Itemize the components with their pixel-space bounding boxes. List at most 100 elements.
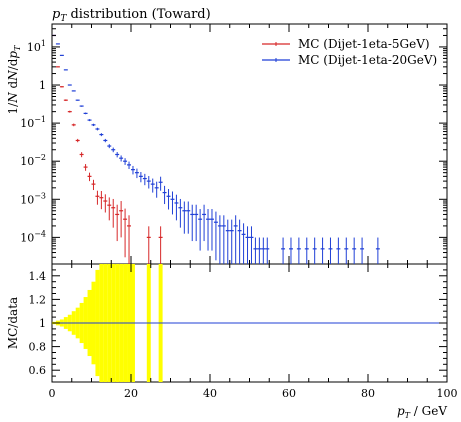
- data-point: [83, 112, 88, 115]
- data-point: [194, 204, 199, 242]
- y-axis-label-main: 1/N dN/dpT: [6, 45, 22, 115]
- data-point: [71, 123, 76, 127]
- data-point: [63, 99, 68, 102]
- data-point: [249, 226, 254, 264]
- data-point: [95, 127, 100, 131]
- y-tick-label: 1: [39, 79, 46, 92]
- data-point: [289, 237, 293, 264]
- data-point: [115, 204, 120, 242]
- data-point: [375, 237, 380, 264]
- x-tick-label: 40: [203, 387, 217, 400]
- data-point: [55, 66, 60, 68]
- data-point: [103, 194, 108, 213]
- data-point: [123, 158, 128, 165]
- data-point: [225, 219, 230, 264]
- legend-label: MC (Dijet-1eta-20GeV): [298, 53, 437, 67]
- data-point: [182, 201, 187, 234]
- data-point: [265, 237, 270, 264]
- data-point: [138, 172, 143, 183]
- y-tick-label: 10−4: [20, 229, 46, 244]
- data-point: [281, 237, 286, 264]
- x-axis-label: pT / GeV: [397, 404, 447, 420]
- data-point: [202, 204, 207, 242]
- data-point: [245, 226, 250, 264]
- data-point: [146, 226, 151, 264]
- data-point: [111, 198, 116, 228]
- data-point: [87, 119, 92, 122]
- data-point: [107, 144, 112, 149]
- data-point: [103, 138, 108, 143]
- ticks-group: [51, 23, 448, 382]
- data-point: [91, 179, 96, 191]
- data-point: [206, 209, 210, 251]
- data-point: [237, 219, 242, 264]
- data-point: [328, 237, 333, 264]
- legend-item: MC (Dijet-1eta-5GeV): [262, 37, 430, 51]
- data-point: [178, 198, 183, 228]
- data-point: [320, 237, 325, 264]
- data-point: [119, 201, 124, 238]
- data-point: [99, 191, 104, 210]
- x-tick-label: 60: [282, 387, 296, 400]
- data-point: [146, 176, 151, 189]
- data-point: [217, 215, 222, 264]
- y-tick-label: 10−3: [20, 191, 46, 206]
- data-point: [296, 237, 301, 264]
- data-point: [75, 99, 80, 101]
- ratio-tick-label: 0.8: [29, 341, 47, 354]
- data-point: [352, 237, 357, 264]
- ratio-tick-label: 0.6: [29, 364, 47, 377]
- data-point: [210, 209, 214, 251]
- data-point: [154, 181, 159, 198]
- data-point: [71, 90, 76, 92]
- y-tick-label: 101: [27, 39, 46, 54]
- data-point: [261, 237, 266, 264]
- x-tick-label: 80: [361, 387, 375, 400]
- data-point: [134, 168, 139, 179]
- data-point: [221, 215, 226, 264]
- data-point: [304, 237, 309, 264]
- data-point: [190, 204, 195, 242]
- data-point: [241, 223, 246, 264]
- data-point: [67, 110, 72, 113]
- data-point: [107, 197, 112, 221]
- legend-label: MC (Dijet-1eta-5GeV): [298, 37, 430, 51]
- data-point: [213, 211, 218, 261]
- data-point: [142, 173, 147, 186]
- data-point: [170, 191, 175, 215]
- tick-labels-group: 0 20 40 60 80 100 101 1 10−1 10−2 10−3 10−4 1.4 1.2 1 0…: [20, 39, 457, 400]
- x-tick-label: 0: [49, 387, 56, 400]
- data-point: [79, 152, 84, 158]
- y-axis-label-ratio: MC/data: [6, 297, 20, 349]
- data-point: [229, 219, 234, 264]
- data-point: [59, 86, 64, 88]
- series-group: [52, 34, 380, 264]
- chart-title: pT distribution (Toward): [52, 7, 211, 24]
- data-point: [166, 189, 171, 210]
- legend: MC (Dijet-1eta-5GeV) MC (Dijet-1eta-20GeV…: [262, 37, 437, 67]
- data-point: [83, 164, 88, 171]
- y-tick-label: 10−2: [20, 153, 46, 168]
- data-point: [111, 147, 116, 153]
- data-point: [162, 185, 167, 205]
- ratio-tick-label: 1.4: [29, 270, 47, 283]
- data-point: [312, 237, 317, 264]
- data-point: [95, 190, 100, 205]
- data-point: [233, 215, 238, 264]
- x-tick-label: 100: [437, 387, 458, 400]
- data-point: [257, 237, 262, 264]
- data-point: [344, 237, 349, 264]
- data-point: [123, 208, 128, 258]
- y-tick-label: 10−1: [20, 115, 46, 130]
- data-point: [336, 237, 341, 264]
- data-point: [186, 201, 191, 234]
- data-point: [99, 133, 104, 137]
- data-point: [127, 215, 131, 264]
- data-point: [158, 226, 163, 264]
- data-point: [158, 176, 163, 191]
- data-point: [174, 194, 179, 221]
- data-point: [63, 69, 68, 71]
- ratio-tick-label: 1.2: [29, 293, 47, 306]
- data-point: [119, 155, 124, 162]
